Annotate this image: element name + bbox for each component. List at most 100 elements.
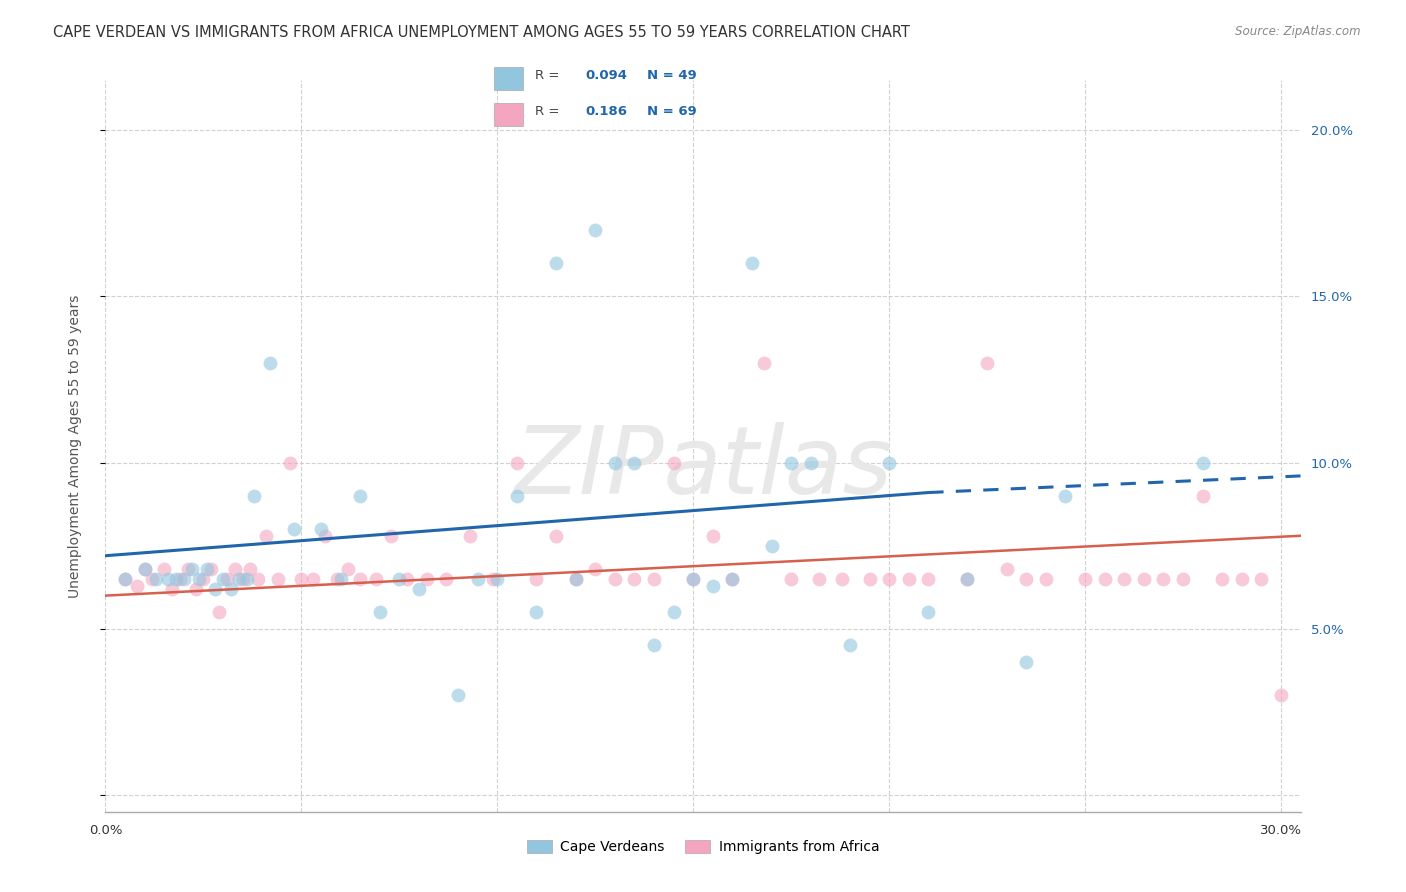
Point xyxy=(623,456,645,470)
Text: N = 69: N = 69 xyxy=(647,104,697,118)
Point xyxy=(1015,572,1038,586)
Point xyxy=(877,456,900,470)
Point xyxy=(396,572,419,586)
Point xyxy=(134,562,156,576)
Point xyxy=(467,572,489,586)
Point xyxy=(583,562,606,576)
Point xyxy=(364,572,387,586)
Point xyxy=(195,562,218,576)
Point xyxy=(1270,689,1292,703)
Point xyxy=(239,562,262,576)
Point xyxy=(157,572,180,586)
Point xyxy=(173,572,195,586)
Text: 0.186: 0.186 xyxy=(585,104,627,118)
Point xyxy=(780,572,803,586)
Point xyxy=(976,356,998,370)
Point xyxy=(1250,572,1272,586)
Point xyxy=(897,572,920,586)
Point xyxy=(682,572,704,586)
Point xyxy=(368,605,391,619)
Point xyxy=(995,562,1018,576)
Point xyxy=(259,356,281,370)
Point xyxy=(858,572,880,586)
Point xyxy=(544,529,567,543)
Point xyxy=(1074,572,1097,586)
Point xyxy=(302,572,325,586)
Point xyxy=(1152,572,1174,586)
FancyBboxPatch shape xyxy=(494,67,523,90)
FancyBboxPatch shape xyxy=(494,103,523,126)
Point xyxy=(337,562,360,576)
Point xyxy=(662,605,685,619)
Point xyxy=(278,456,301,470)
Point xyxy=(721,572,744,586)
Point xyxy=(215,572,238,586)
Point xyxy=(682,572,704,586)
Point xyxy=(153,562,176,576)
Point xyxy=(349,489,371,503)
Point xyxy=(1054,489,1077,503)
Point xyxy=(169,572,191,586)
Point xyxy=(134,562,156,576)
Point xyxy=(204,582,226,596)
Point xyxy=(114,572,136,586)
Text: Source: ZipAtlas.com: Source: ZipAtlas.com xyxy=(1236,25,1361,38)
Text: ZIPatlas: ZIPatlas xyxy=(515,423,891,514)
Point xyxy=(506,489,529,503)
Point xyxy=(188,572,211,586)
Point xyxy=(416,572,439,586)
Point xyxy=(780,456,803,470)
Point xyxy=(434,572,457,586)
Text: R =: R = xyxy=(536,104,564,118)
Point xyxy=(219,582,242,596)
Point xyxy=(583,223,606,237)
Point xyxy=(741,256,763,270)
Point xyxy=(643,639,665,653)
Point xyxy=(290,572,312,586)
Point xyxy=(408,582,430,596)
Point xyxy=(380,529,402,543)
Point xyxy=(506,456,529,470)
Point xyxy=(184,582,207,596)
Point xyxy=(228,572,250,586)
Point xyxy=(447,689,470,703)
Point xyxy=(917,572,939,586)
Point xyxy=(800,456,823,470)
Point xyxy=(603,456,626,470)
Point xyxy=(482,572,505,586)
Point xyxy=(329,572,352,586)
Point xyxy=(623,572,645,586)
Point xyxy=(1094,572,1116,586)
Point xyxy=(752,356,775,370)
Point xyxy=(458,529,481,543)
Point xyxy=(180,562,202,576)
Text: 0.094: 0.094 xyxy=(585,69,627,82)
Point xyxy=(526,605,548,619)
Point xyxy=(956,572,979,586)
Point xyxy=(544,256,567,270)
Point xyxy=(224,562,246,576)
Point xyxy=(486,572,509,586)
Text: CAPE VERDEAN VS IMMIGRANTS FROM AFRICA UNEMPLOYMENT AMONG AGES 55 TO 59 YEARS CO: CAPE VERDEAN VS IMMIGRANTS FROM AFRICA U… xyxy=(53,25,910,40)
Point xyxy=(193,572,215,586)
Point xyxy=(125,579,148,593)
Point xyxy=(761,539,783,553)
Point xyxy=(1191,489,1213,503)
Point xyxy=(165,572,187,586)
Point xyxy=(141,572,163,586)
Point xyxy=(1230,572,1253,586)
Legend: Cape Verdeans, Immigrants from Africa: Cape Verdeans, Immigrants from Africa xyxy=(522,835,884,860)
Point xyxy=(839,639,862,653)
Y-axis label: Unemployment Among Ages 55 to 59 years: Unemployment Among Ages 55 to 59 years xyxy=(67,294,82,598)
Point xyxy=(1114,572,1136,586)
Point xyxy=(831,572,853,586)
Point xyxy=(325,572,347,586)
Point xyxy=(208,605,231,619)
Point xyxy=(1191,456,1213,470)
Point xyxy=(877,572,900,586)
Point xyxy=(1211,572,1233,586)
Point xyxy=(1015,655,1038,669)
Point xyxy=(243,489,266,503)
Point xyxy=(160,582,183,596)
Point xyxy=(247,572,270,586)
